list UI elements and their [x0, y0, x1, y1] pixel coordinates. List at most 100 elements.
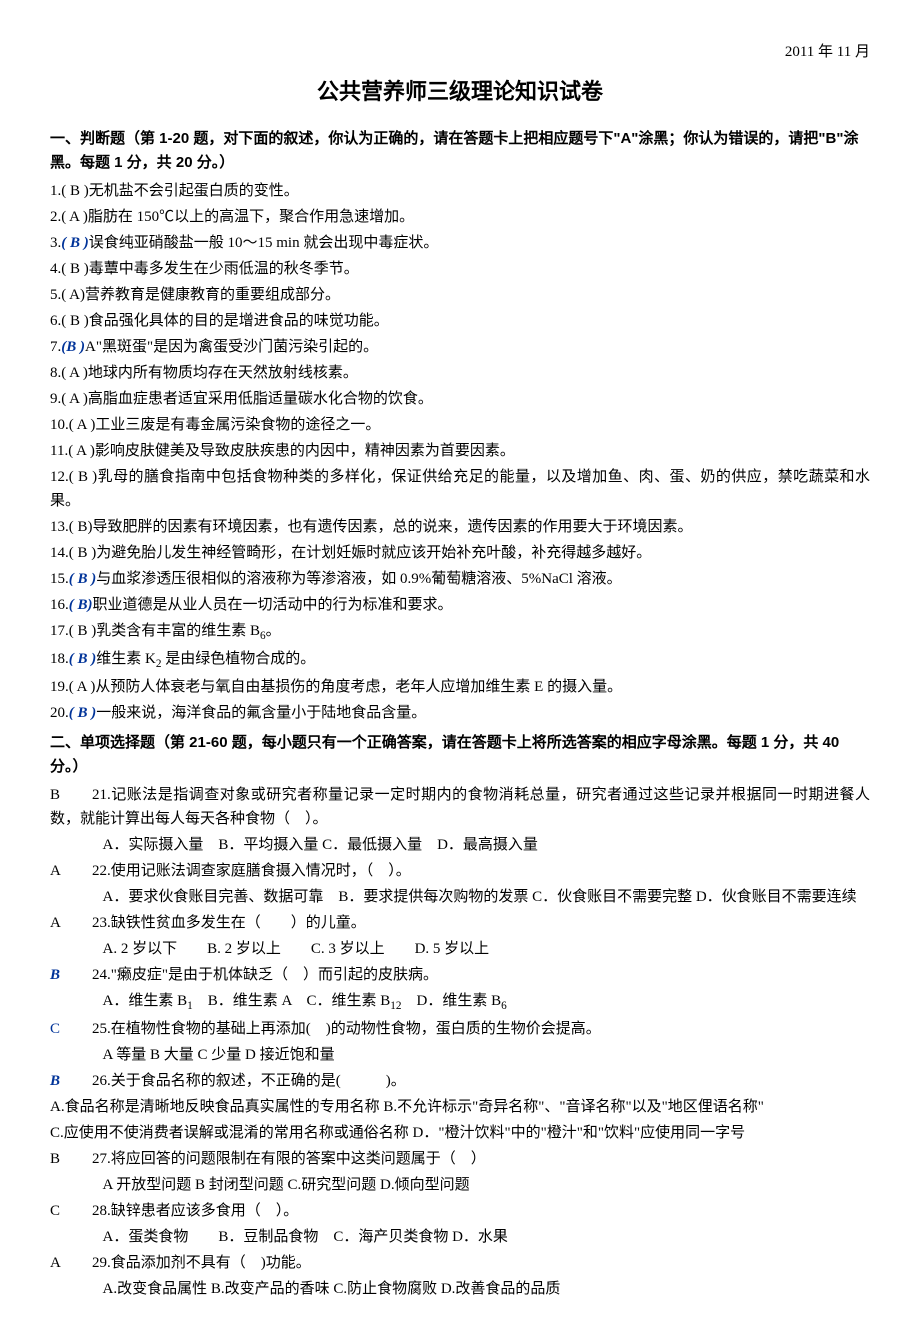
judgement-item: 7.(B )A"黑斑蛋"是因为禽蛋受沙门菌污染引起的。 [50, 335, 870, 359]
judgement-item: 1.( B )无机盐不会引起蛋白质的变性。 [50, 179, 870, 203]
item-number: 18. [50, 651, 69, 667]
item-text: 乳母的膳食指南中包括食物种类的多样化，保证供给充足的能量，以及增加鱼、肉、蛋、奶… [50, 469, 870, 509]
section2-header: 二、单项选择题（第 21-60 题，每小题只有一个正确答案，请在答题卡上将所选答… [50, 731, 870, 779]
item-text: 脂肪在 150℃以上的高温下，聚合作用急速增加。 [88, 209, 414, 225]
page-title: 公共营养师三级理论知识试卷 [50, 74, 870, 109]
item-text: 一般来说，海洋食品的氟含量小于陆地食品含量。 [96, 705, 426, 721]
answer-mark: ( B ) [69, 705, 97, 721]
answer-mark: ( A ) [69, 417, 96, 433]
item-number: 7. [50, 339, 61, 355]
item-number: 5. [50, 287, 61, 303]
answer-mark: ( B ) [69, 651, 97, 667]
item-number: 25. [92, 1021, 111, 1037]
answer-mark: ( B ) [61, 183, 89, 199]
judgement-item: 16.( B)职业道德是从业人员在一切活动中的行为标准和要求。 [50, 593, 870, 617]
answer-mark: ( B) [69, 519, 93, 535]
answer-mark: ( A ) [69, 679, 96, 695]
answer-mark: ( A) [61, 287, 85, 303]
item-number: 20. [50, 705, 69, 721]
section2-list: B21.记账法是指调查对象或研究者称量记录一定时期内的食物消耗总量，研究者通过这… [50, 783, 870, 1301]
section1-list: 1.( B )无机盐不会引起蛋白质的变性。2.( A )脂肪在 150℃以上的高… [50, 179, 870, 725]
answer-lead: C [50, 1017, 92, 1041]
answer-lead: A [50, 911, 92, 935]
item-number: 19. [50, 679, 69, 695]
judgement-item: 3.( B )误食纯亚硝酸盐一般 10～15 min 就会出现中毒症状。 [50, 231, 870, 255]
answer-mark: ( B ) [61, 235, 89, 251]
item-number: 13. [50, 519, 69, 535]
item-text: 地球内所有物质均存在天然放射线核素。 [88, 365, 358, 381]
judgement-item: 4.( B )毒蕈中毒多发生在少雨低温的秋冬季节。 [50, 257, 870, 281]
item-number: 12. [50, 469, 69, 485]
item-options: A．蛋类食物 B．豆制品食物 C．海产贝类食物 D．水果 [50, 1225, 870, 1249]
item-text: A"黑斑蛋"是因为禽蛋受沙门菌污染引起的。 [85, 339, 378, 355]
item-options: A.食品名称是清晰地反映食品真实属性的专用名称 B.不允许标示"奇异名称"、"音… [50, 1095, 870, 1119]
judgement-item: 12.( B )乳母的膳食指南中包括食物种类的多样化，保证供给充足的能量，以及增… [50, 465, 870, 513]
item-number: 14. [50, 545, 69, 561]
item-stem: 在植物性食物的基础上再添加( )的动物性食物，蛋白质的生物价会提高。 [111, 1021, 601, 1037]
judgement-item: 15.( B )与血浆渗透压很相似的溶液称为等渗溶液，如 0.9%葡萄糖溶液、5… [50, 567, 870, 591]
item-number: 1. [50, 183, 61, 199]
section1-header: 一、判断题（第 1-20 题，对下面的叙述，你认为正确的，请在答题卡上把相应题号… [50, 127, 870, 175]
item-text: 高脂血症患者适宜采用低脂适量碳水化合物的饮食。 [88, 391, 433, 407]
judgement-item: 2.( A )脂肪在 150℃以上的高温下，聚合作用急速增加。 [50, 205, 870, 229]
item-number: 4. [50, 261, 61, 277]
judgement-item: 17.( B )乳类含有丰富的维生素 B6。 [50, 619, 870, 645]
item-number: 22. [92, 863, 111, 879]
item-text: 为避免胎儿发生神经管畸形，在计划妊娠时就应该开始补充叶酸，补充得越多越好。 [96, 545, 651, 561]
item-number: 27. [92, 1151, 111, 1167]
item-text: 从预防人体衰老与氧自由基损伤的角度考虑，老年人应增加维生素 E 的摄入量。 [95, 679, 622, 695]
judgement-item: 20.( B )一般来说，海洋食品的氟含量小于陆地食品含量。 [50, 701, 870, 725]
item-number: 6. [50, 313, 61, 329]
item-options: A. 2 岁以下 B. 2 岁以上 C. 3 岁以上 D. 5 岁以上 [50, 937, 870, 961]
answer-lead: A [50, 859, 92, 883]
item-number: 2. [50, 209, 61, 225]
mc-item: A29.食品添加剂不具有（ )功能。 A.改变食品属性 B.改变产品的香味 C.防… [50, 1251, 870, 1301]
item-text: 导致肥胖的因素有环境因素，也有遗传因素，总的说来，遗传因素的作用要大于环境因素。 [93, 519, 693, 535]
date-header: 2011 年 11 月 [50, 40, 870, 64]
item-number: 9. [50, 391, 61, 407]
mc-item: B24."癞皮症"是由于机体缺乏（ ）而引起的皮肤病。A．维生素 B1 B．维生… [50, 963, 870, 1015]
item-text: 乳类含有丰富的维生素 B6。 [96, 623, 280, 639]
item-text: 无机盐不会引起蛋白质的变性。 [89, 183, 299, 199]
answer-lead: C [50, 1199, 92, 1223]
item-stem: 将应回答的问题限制在有限的答案中这类问题属于（ ） [111, 1151, 486, 1167]
answer-lead: A [50, 1251, 92, 1275]
item-options: C.应使用不使消费者误解或混淆的常用名称或通俗名称 D．"橙汁饮料"中的"橙汁"… [50, 1121, 870, 1145]
answer-lead: B [50, 1147, 92, 1171]
answer-mark: ( A ) [61, 365, 88, 381]
item-stem: 关于食品名称的叙述，不正确的是( )。 [111, 1073, 406, 1089]
item-text: 毒蕈中毒多发生在少雨低温的秋冬季节。 [89, 261, 359, 277]
item-number: 23. [92, 915, 111, 931]
item-options: A．维生素 B1 B．维生素 A C．维生素 B12 D．维生素 B6 [50, 989, 870, 1015]
item-number: 29. [92, 1255, 111, 1271]
item-options: A．要求伙食账目完善、数据可靠 B．要求提供每次购物的发票 C．伙食账目不需要完… [50, 885, 870, 909]
judgement-item: 5.( A)营养教育是健康教育的重要组成部分。 [50, 283, 870, 307]
item-options: A 等量 B 大量 C 少量 D 接近饱和量 [50, 1043, 870, 1067]
mc-item: C28.缺锌患者应该多食用（ ）。A．蛋类食物 B．豆制品食物 C．海产贝类食物… [50, 1199, 870, 1249]
judgement-item: 19.( A )从预防人体衰老与氧自由基损伤的角度考虑，老年人应增加维生素 E … [50, 675, 870, 699]
item-options: A．实际摄入量 B．平均摄入量 C．最低摄入量 D．最高摄入量 [50, 833, 870, 857]
item-number: 8. [50, 365, 61, 381]
answer-lead: B [50, 1069, 92, 1093]
mc-item: A23.缺铁性贫血多发生在（ ）的儿童。A. 2 岁以下 B. 2 岁以上 C.… [50, 911, 870, 961]
item-number: 15. [50, 571, 69, 587]
judgement-item: 13.( B)导致肥胖的因素有环境因素，也有遗传因素，总的说来，遗传因素的作用要… [50, 515, 870, 539]
judgement-item: 9.( A )高脂血症患者适宜采用低脂适量碳水化合物的饮食。 [50, 387, 870, 411]
item-stem: 记账法是指调查对象或研究者称量记录一定时期内的食物消耗总量，研究者通过这些记录并… [50, 787, 870, 827]
item-stem: 食品添加剂不具有（ )功能。 [111, 1255, 311, 1271]
answer-mark: ( A ) [61, 209, 88, 225]
judgement-item: 6.( B )食品强化具体的目的是增进食品的味觉功能。 [50, 309, 870, 333]
item-options: A.改变食品属性 B.改变产品的香味 C.防止食物腐败 D.改善食品的品质 [50, 1277, 870, 1301]
answer-mark: ( A ) [61, 391, 88, 407]
item-stem: "癞皮症"是由于机体缺乏（ ）而引起的皮肤病。 [111, 967, 438, 983]
mc-item: B27.将应回答的问题限制在有限的答案中这类问题属于（ ）A 开放型问题 B 封… [50, 1147, 870, 1197]
answer-mark: ( B ) [69, 623, 97, 639]
answer-mark: ( B ) [61, 261, 89, 277]
item-stem: 使用记账法调查家庭膳食摄入情况时，（ ）。 [111, 863, 411, 879]
item-text: 与血浆渗透压很相似的溶液称为等渗溶液，如 0.9%葡萄糖溶液、5%NaCl 溶液… [96, 571, 621, 587]
answer-mark: ( B) [69, 597, 93, 613]
item-text: 职业道德是从业人员在一切活动中的行为标准和要求。 [93, 597, 453, 613]
judgement-item: 11.( A )影响皮肤健美及导致皮肤疾患的内因中，精神因素为首要因素。 [50, 439, 870, 463]
answer-mark: ( A ) [68, 443, 95, 459]
item-number: 17. [50, 623, 69, 639]
